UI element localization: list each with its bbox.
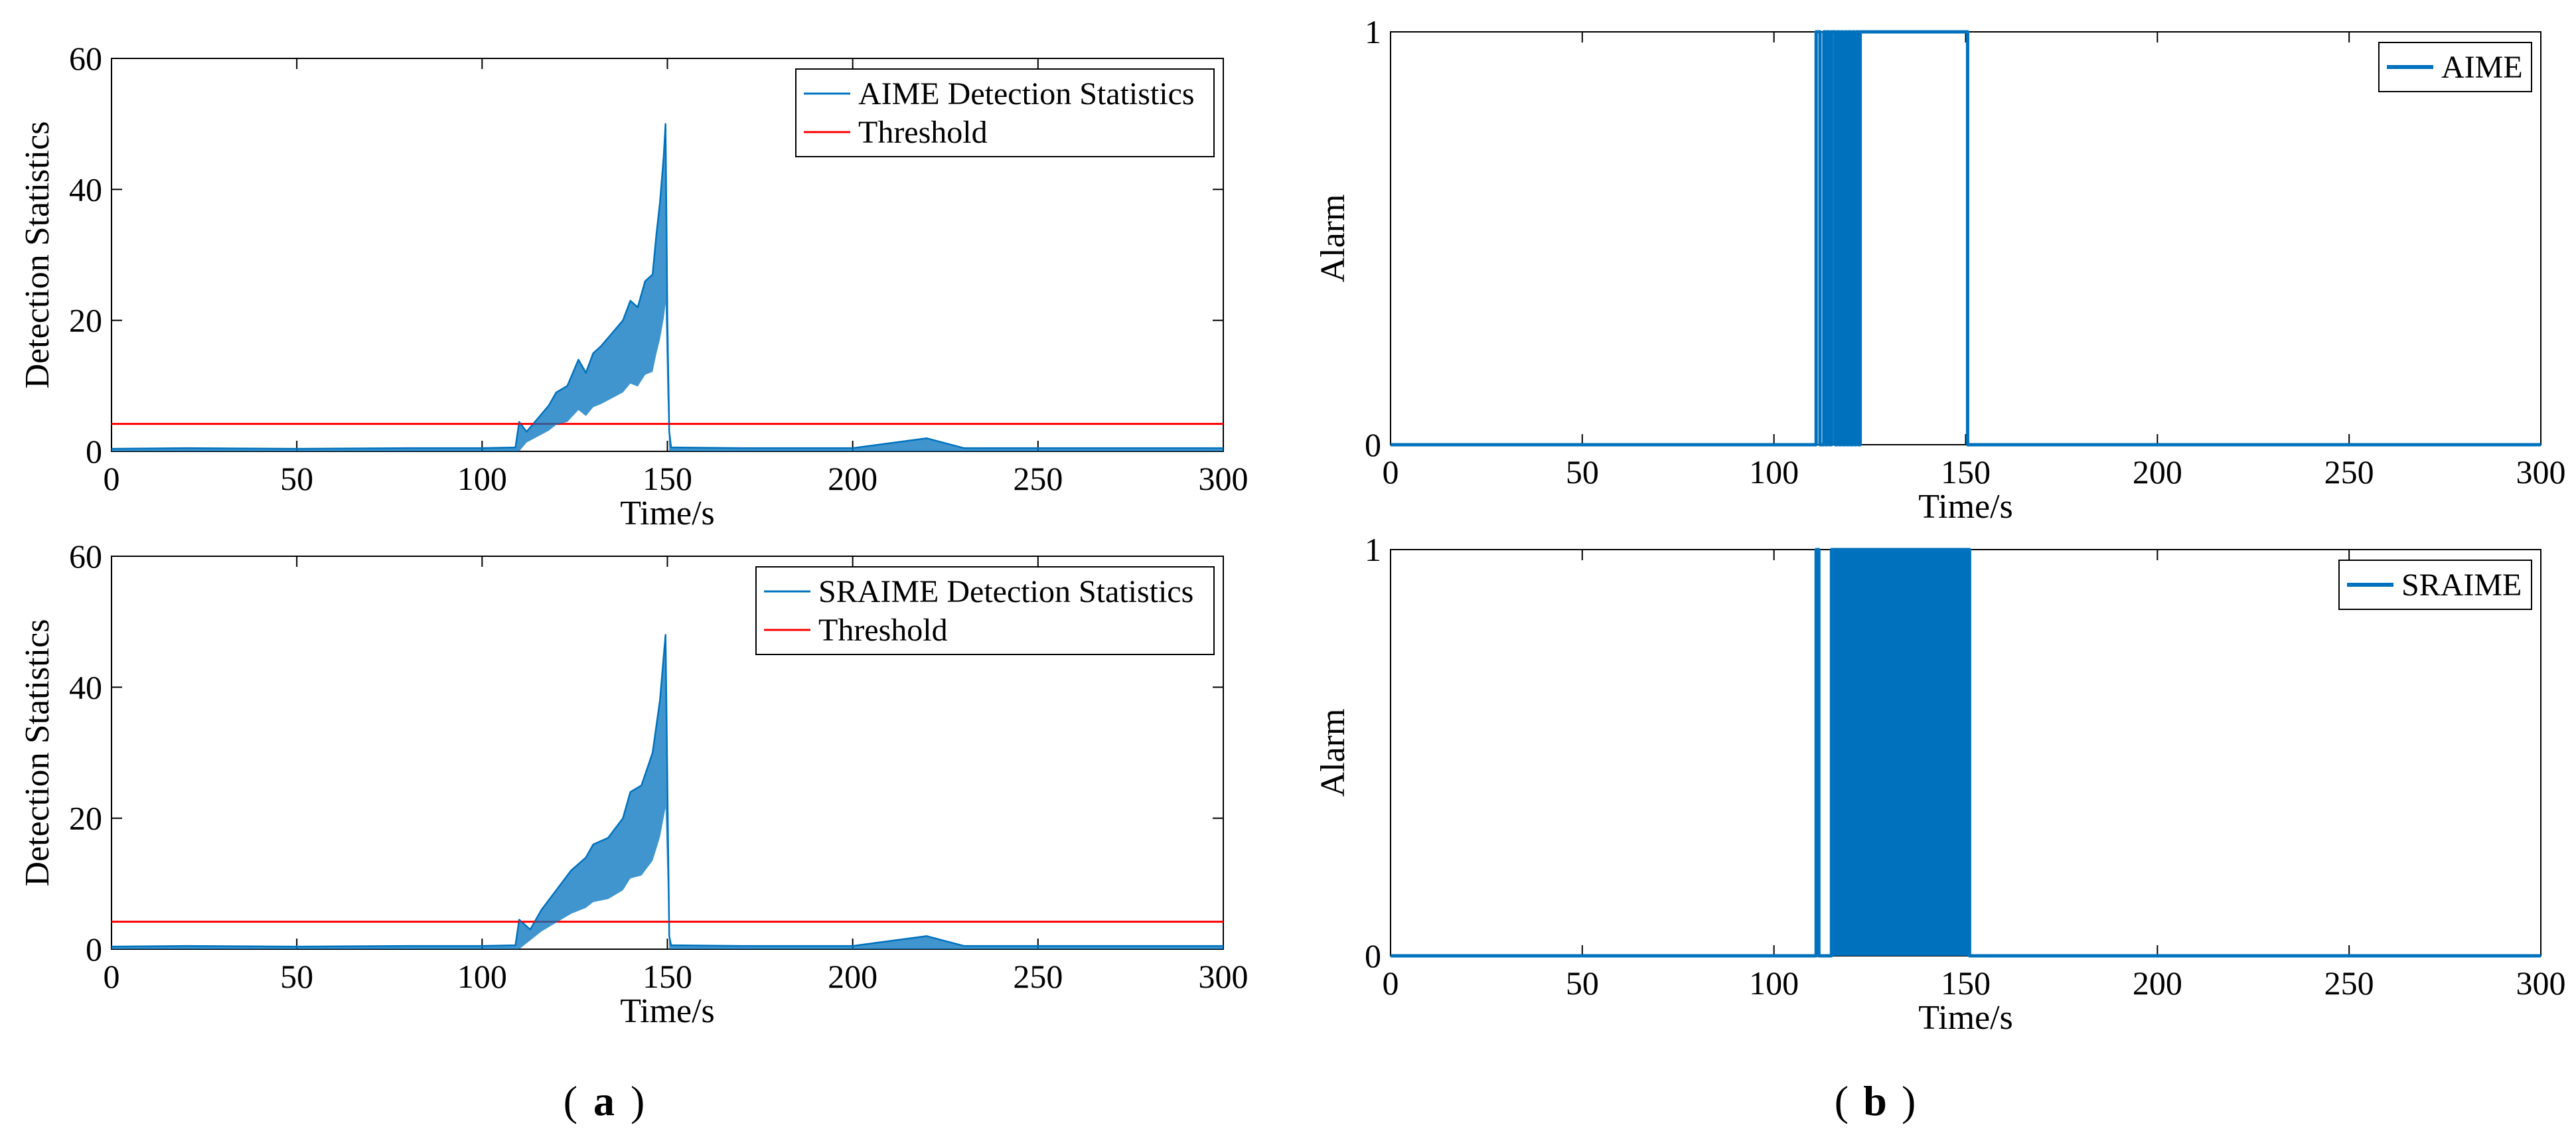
panel-label-a-close: ) xyxy=(631,1077,644,1124)
x-axis-label: Time/s xyxy=(620,992,715,1030)
x-tick-label: 50 xyxy=(280,958,313,995)
x-tick-label: 150 xyxy=(643,460,692,497)
x-tick-label: 300 xyxy=(1199,460,1249,497)
y-tick-label: 0 xyxy=(86,931,102,968)
x-axis-label: Time/s xyxy=(1918,999,2013,1037)
chart-b-top: 0 50 100 150 200 250 300 0 1 Time/s Alarm AIME xyxy=(1314,13,2566,526)
x-tick-label: 200 xyxy=(2133,964,2182,1002)
y-tick-label: 0 xyxy=(1365,937,1381,974)
y-tick-label: 60 xyxy=(69,40,102,77)
legend-label: Threshold xyxy=(818,613,948,648)
y-tick-label: 40 xyxy=(69,171,102,208)
legend-label: Threshold xyxy=(858,115,988,150)
series-line-sraime xyxy=(1391,548,2541,958)
x-tick-label: 300 xyxy=(2516,453,2566,491)
x-tick-label: 250 xyxy=(1013,460,1063,497)
legend-label: SRAIME Detection Statistics xyxy=(818,574,1193,609)
legend-label: AIME Detection Statistics xyxy=(858,76,1195,112)
x-axis-label: Time/s xyxy=(620,495,715,532)
y-axis-label: Alarm xyxy=(1314,709,1352,797)
x-tick-label: 0 xyxy=(1383,453,1399,491)
x-tick-label: 100 xyxy=(1749,453,1799,491)
alarm-dense-block xyxy=(1831,550,1970,956)
panel-label-a: a xyxy=(593,1077,615,1124)
y-tick-label: 1 xyxy=(1365,531,1381,568)
x-tick-label: 100 xyxy=(457,958,507,995)
alarm-dense-block xyxy=(1827,32,1860,445)
panel-label-a-open: ( xyxy=(564,1077,577,1124)
y-tick-label: 20 xyxy=(69,302,102,339)
x-tick-label: 0 xyxy=(104,460,120,497)
panel-label-b: b xyxy=(1863,1077,1887,1124)
legend-box xyxy=(795,68,1215,157)
x-axis-label: Time/s xyxy=(1918,488,2013,526)
x-tick-label: 100 xyxy=(1749,964,1799,1002)
y-axis-label: Alarm xyxy=(1314,194,1352,283)
x-tick-label: 100 xyxy=(457,460,507,497)
x-tick-label: 150 xyxy=(1941,453,1991,491)
panel-label-b-close: ) xyxy=(1902,1077,1916,1124)
y-tick-label: 20 xyxy=(69,800,102,837)
x-tick-label: 50 xyxy=(280,460,313,497)
x-tick-label: 250 xyxy=(1013,958,1063,995)
x-tick-label: 50 xyxy=(1566,453,1599,491)
legend-box xyxy=(755,566,1215,655)
x-tick-label: 250 xyxy=(2324,964,2374,1002)
x-tick-label: 50 xyxy=(1566,964,1599,1002)
x-tick-label: 0 xyxy=(1383,964,1399,1002)
x-tick-label: 300 xyxy=(1199,958,1249,995)
x-tick-label: 250 xyxy=(2324,453,2374,491)
x-tick-label: 200 xyxy=(828,958,877,995)
y-tick-label: 1 xyxy=(1365,13,1381,50)
legend-label: AIME xyxy=(2441,50,2523,85)
legend-label: SRAIME xyxy=(2401,568,2522,603)
chart-a-bottom: 0 50 100 150 200 250 300 0 20 40 60 Time/s Detection… xyxy=(19,538,1249,1030)
y-axis-label: Detection Statistics xyxy=(19,619,56,887)
chart-b-bottom: 0 50 100 150 200 250 300 0 1 Time/s Alarm SRAIME xyxy=(1314,531,2566,1037)
x-tick-label: 300 xyxy=(2516,964,2566,1002)
x-tick-label: 0 xyxy=(104,958,120,995)
y-tick-label: 0 xyxy=(86,433,102,470)
x-tick-label: 150 xyxy=(643,958,692,995)
series-band xyxy=(112,635,1223,949)
y-axis-label: Detection Statistics xyxy=(19,121,56,389)
y-tick-label: 60 xyxy=(69,538,102,575)
x-tick-label: 200 xyxy=(2133,453,2182,491)
y-tick-label: 40 xyxy=(69,668,102,706)
y-tick-label: 0 xyxy=(1365,426,1381,463)
x-tick-label: 200 xyxy=(828,460,877,497)
chart-a-top: 0 50 100 150 200 250 300 0 20 40 60 Time/s Detection… xyxy=(19,40,1249,532)
x-tick-label: 150 xyxy=(1941,964,1991,1002)
panel-label-b-open: ( xyxy=(1835,1077,1849,1124)
series-band xyxy=(112,123,1223,451)
